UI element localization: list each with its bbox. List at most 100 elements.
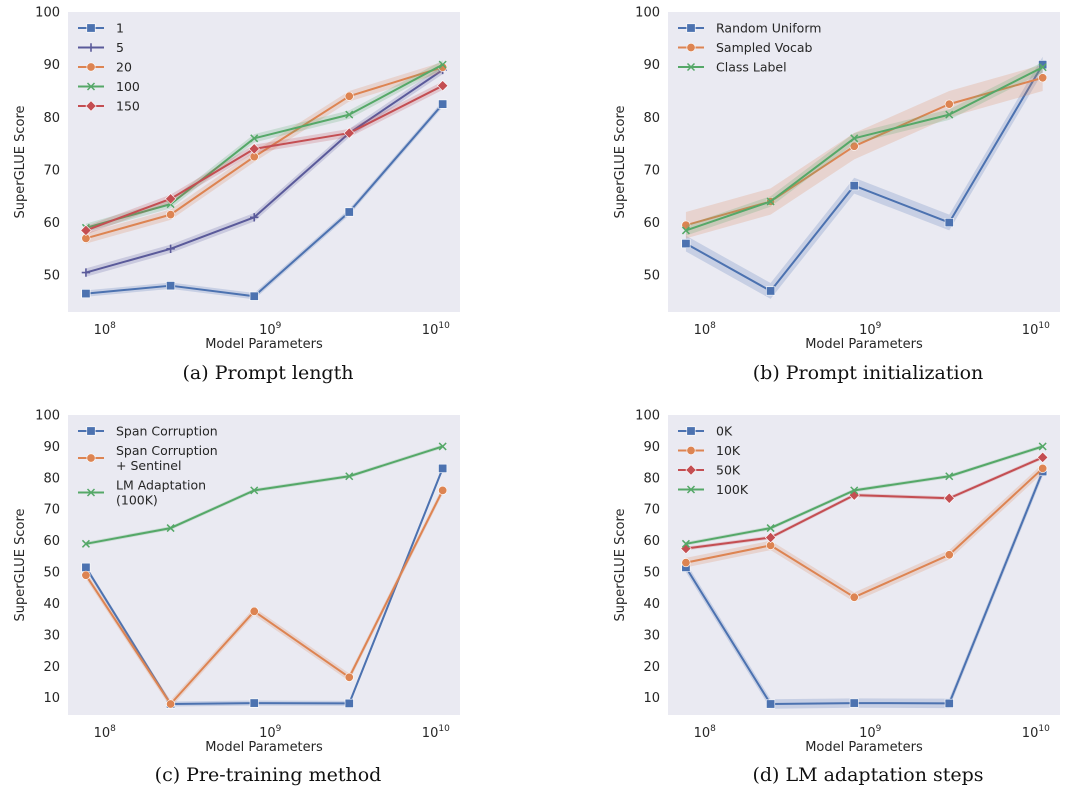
x-tick-label: 109 xyxy=(859,724,882,741)
x-axis-label: Model Parameters xyxy=(805,740,923,755)
legend-item: 5 xyxy=(78,40,124,55)
y-tick-label: 40 xyxy=(43,597,60,612)
y-tick-label: 50 xyxy=(643,566,660,581)
data-point xyxy=(438,442,447,451)
legend-label: Class Label xyxy=(716,60,787,75)
confidence-band xyxy=(685,56,1043,299)
y-tick-label: 70 xyxy=(643,163,660,178)
y-tick-label: 100 xyxy=(35,6,60,21)
data-point xyxy=(81,562,91,572)
legend-item: Class Label xyxy=(678,60,787,75)
legend-label: 0K xyxy=(716,424,733,439)
confidence-band xyxy=(85,60,443,232)
y-tick-label: 80 xyxy=(43,471,60,486)
data-point xyxy=(249,291,259,301)
data-point xyxy=(944,218,954,228)
x-tick-label: 1010 xyxy=(422,321,450,338)
y-tick-label: 90 xyxy=(43,58,60,73)
data-point xyxy=(943,492,955,504)
legend: 0K 10K 50K 100K xyxy=(678,424,749,497)
data-point xyxy=(849,698,859,708)
series-class-label xyxy=(681,62,1047,236)
data-point xyxy=(945,110,954,119)
data-point xyxy=(944,99,954,109)
legend-item: Span Corruption+ Sentinel xyxy=(78,443,218,473)
y-tick-label: 50 xyxy=(43,269,60,284)
data-point xyxy=(764,531,777,544)
y-tick-label: 80 xyxy=(643,471,660,486)
legend-label: 5 xyxy=(116,40,124,55)
data-point xyxy=(164,193,177,205)
y-tick-label: 80 xyxy=(643,111,660,126)
data-point xyxy=(438,99,448,109)
x-tick-label: 108 xyxy=(94,724,117,741)
data-point xyxy=(166,699,176,709)
y-axis-label: SuperGLUE Score xyxy=(13,105,28,218)
x-axis-label: Model Parameters xyxy=(805,337,923,352)
panel-b: 50 60 70 80 90 100 108 109 1010 Model Parameters S… xyxy=(540,0,1080,400)
x-tick-label: 108 xyxy=(694,321,717,338)
legend-item: 10K xyxy=(678,443,741,458)
confidence-band xyxy=(685,64,1043,239)
confidence-band xyxy=(685,463,1043,602)
series-1 xyxy=(81,99,448,301)
y-tick-label: 60 xyxy=(643,216,660,231)
y-axis-label: SuperGLUE Score xyxy=(13,508,28,621)
legend-item: 0K xyxy=(678,424,733,439)
x-tick-label: 109 xyxy=(259,724,282,741)
y-tick-label: 70 xyxy=(643,503,660,518)
data-point xyxy=(81,539,90,548)
legend-label: 1 xyxy=(116,21,124,36)
plot-area xyxy=(68,12,460,312)
caption-d: (d) LM adaptation steps xyxy=(752,764,984,786)
legend-marker xyxy=(86,488,96,497)
series-100k xyxy=(681,442,1047,548)
data-point xyxy=(344,672,354,682)
x-tick-label: 1010 xyxy=(422,724,450,741)
legend-item: 150 xyxy=(78,99,140,114)
legend-marker xyxy=(86,453,96,463)
legend-label: 10K xyxy=(716,443,741,458)
plot-area xyxy=(68,415,460,715)
data-point xyxy=(850,486,859,495)
y-tick-label: 30 xyxy=(643,628,660,643)
series-150 xyxy=(80,80,449,237)
x-tick-label: 108 xyxy=(694,724,717,741)
x-tick-label: 1010 xyxy=(1022,321,1050,338)
y-tick-label: 10 xyxy=(643,691,660,706)
data-point xyxy=(1038,442,1047,451)
legend-item: LM Adaptation(100K) xyxy=(78,478,206,508)
x-axis-label: Model Parameters xyxy=(205,740,323,755)
legend-marker xyxy=(685,464,697,476)
data-point xyxy=(250,486,259,495)
legend-marker xyxy=(686,445,696,455)
data-point xyxy=(681,239,691,249)
data-point xyxy=(850,134,859,143)
y-tick-label: 90 xyxy=(643,440,660,455)
series-20 xyxy=(81,62,448,244)
legend-marker xyxy=(686,42,696,52)
legend-item: Sampled Vocab xyxy=(678,40,813,55)
panel-c: 10 20 30 40 50 60 70 80 90 100 108 109 1010 Model Par… xyxy=(0,400,540,800)
y-tick-label: 60 xyxy=(43,534,60,549)
data-point xyxy=(849,141,859,151)
panel-a: 50 60 70 80 90 100 108 109 1010 Model Parameters S… xyxy=(0,0,540,400)
legend-item: 100K xyxy=(678,482,749,497)
data-point xyxy=(344,698,354,708)
legend-item: 50K xyxy=(678,463,741,478)
data-point xyxy=(849,181,859,191)
x-tick-label: 109 xyxy=(259,321,282,338)
data-point xyxy=(345,110,354,119)
data-point xyxy=(166,524,175,533)
chart-d: 10 20 30 40 50 60 70 80 90 100 108 109 1010 Model Par… xyxy=(613,409,1060,755)
y-tick-label: 70 xyxy=(43,503,60,518)
legend-item: 1 xyxy=(78,21,124,36)
data-point xyxy=(681,220,691,230)
legend-marker xyxy=(86,82,96,91)
data-point xyxy=(1038,63,1047,72)
caption-b: (b) Prompt initialization xyxy=(752,362,984,384)
y-tick-label: 70 xyxy=(43,163,60,178)
data-point xyxy=(344,207,354,217)
data-point xyxy=(944,550,954,560)
legend-item: Span Corruption xyxy=(78,424,218,439)
